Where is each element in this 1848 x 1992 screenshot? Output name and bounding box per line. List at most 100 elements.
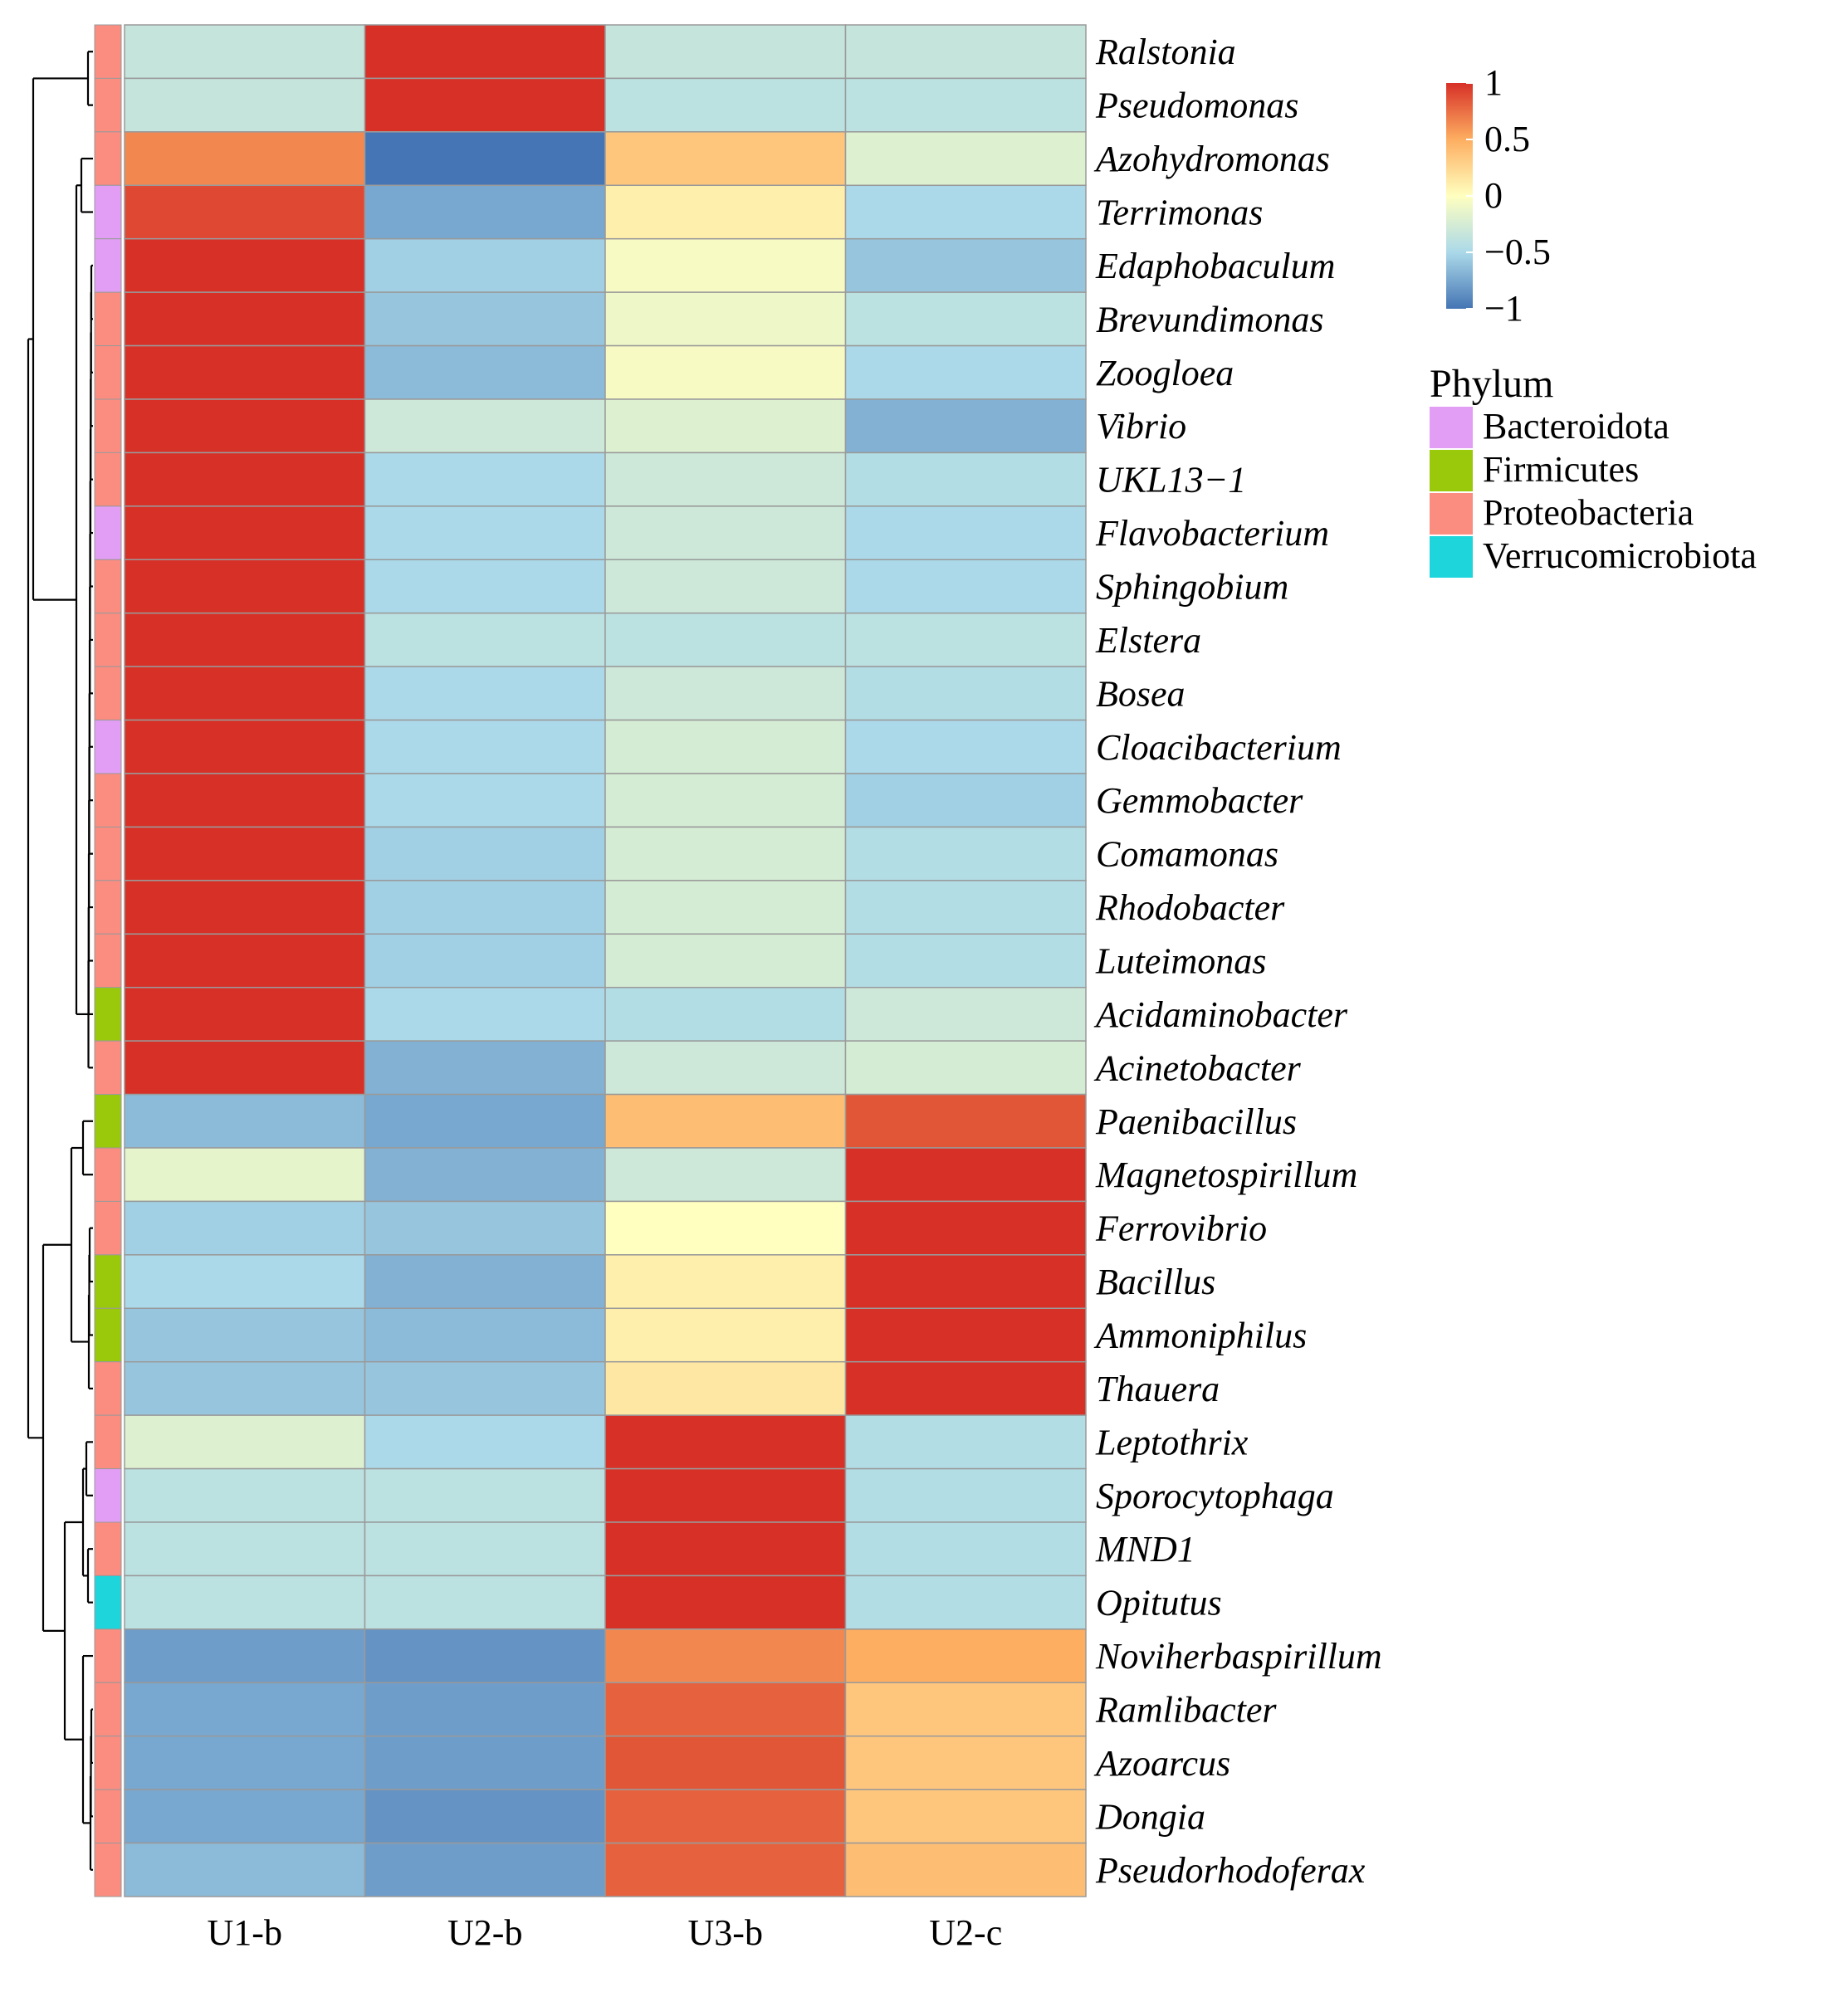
row-label: Cloacibacterium — [1096, 727, 1342, 768]
heatmap-cell — [124, 1093, 366, 1149]
heatmap-cell — [604, 1200, 847, 1256]
phylum-annotation-cell — [94, 1040, 122, 1096]
phylum-annotation-cell — [94, 1521, 122, 1576]
row-label: Gemmobacter — [1096, 780, 1303, 821]
heatmap-cell — [364, 1575, 606, 1630]
heatmap-cell — [364, 1414, 606, 1470]
heatmap-cell — [604, 131, 847, 187]
heatmap-cell — [844, 719, 1087, 774]
phylum-legend-label: Verrucomicrobiota — [1483, 535, 1757, 576]
heatmap-cell — [604, 184, 847, 240]
heatmap-cell — [364, 237, 606, 293]
heatmap-cell — [604, 77, 847, 133]
heatmap-cell — [364, 826, 606, 881]
phylum-annotation-cell — [94, 1361, 122, 1416]
heatmap-cell — [604, 1414, 847, 1470]
phylum-annotation-cell — [94, 1843, 122, 1897]
phylum-annotation-column — [94, 24, 122, 1897]
phylum-annotation-cell — [94, 398, 122, 453]
heatmap-cell — [844, 131, 1087, 187]
phylum-annotation-cell — [94, 1094, 122, 1149]
heatmap-cell — [364, 559, 606, 614]
heatmap-cell — [364, 24, 606, 80]
heatmap-cell — [364, 612, 606, 667]
heatmap-cell — [604, 986, 847, 1042]
heatmap-cell — [124, 1200, 366, 1256]
heatmap-cell — [124, 1789, 366, 1844]
heatmap-cell — [124, 1735, 366, 1790]
phylum-annotation-cell — [94, 1147, 122, 1202]
heatmap-cell — [844, 24, 1087, 80]
heatmap-cell — [364, 1040, 606, 1096]
phylum-legend: PhylumBacteroidotaFirmicutesProteobacter… — [1430, 362, 1757, 578]
row-label: Rhodobacter — [1095, 887, 1285, 928]
row-label: UKL13−1 — [1096, 460, 1246, 500]
heatmap-cell — [844, 1200, 1087, 1256]
row-label: Sporocytophaga — [1096, 1476, 1334, 1516]
heatmap-cell — [364, 880, 606, 935]
heatmap-cell — [604, 1842, 847, 1897]
heatmap-cell — [124, 344, 366, 400]
heatmap-cell — [124, 1521, 366, 1577]
column-labels: U1-b U2-b U3-b U2-c — [208, 1912, 1003, 1953]
row-label: Azohydromonas — [1093, 139, 1330, 179]
heatmap-cell — [844, 237, 1087, 293]
heatmap-cell — [364, 1789, 606, 1844]
heatmap-cell — [604, 1467, 847, 1523]
phylum-annotation-cell — [94, 773, 122, 828]
heatmap-cell — [844, 1307, 1087, 1363]
phylum-annotation-cell — [94, 1682, 122, 1737]
heatmap-cell — [604, 1789, 847, 1844]
heatmap-cells — [124, 24, 1087, 1897]
phylum-annotation-cell — [94, 77, 122, 133]
heatmap-cell — [604, 719, 847, 774]
heatmap-cell — [604, 612, 847, 667]
row-label: MND1 — [1095, 1529, 1195, 1570]
row-label: Leptothrix — [1095, 1422, 1249, 1462]
heatmap-cell — [844, 1147, 1087, 1203]
heatmap-cell — [364, 986, 606, 1042]
row-label: Brevundimonas — [1096, 299, 1324, 339]
heatmap-cell — [604, 1254, 847, 1310]
heatmap-cell — [604, 933, 847, 989]
heatmap-cell — [364, 131, 606, 187]
phylum-annotation-cell — [94, 826, 122, 881]
row-labels: Ralstonia Pseudomonas Azohydromonas Terrimo… — [1093, 32, 1382, 1891]
column-label: U2-b — [447, 1912, 522, 1953]
heatmap-cell — [124, 398, 366, 454]
heatmap-cell — [844, 291, 1087, 347]
heatmap-cell — [844, 1040, 1087, 1096]
phylum-annotation-cell — [94, 1736, 122, 1790]
heatmap-cell — [364, 719, 606, 774]
phylum-legend-swatch — [1430, 407, 1473, 448]
heatmap-cell — [364, 1147, 606, 1203]
heatmap-cell — [844, 612, 1087, 667]
color-scale-tick-label: −0.5 — [1484, 232, 1551, 272]
phylum-annotation-cell — [94, 559, 122, 614]
heatmap-cell — [844, 505, 1087, 561]
heatmap-cell — [364, 77, 606, 133]
phylum-legend-swatch — [1430, 450, 1473, 491]
heatmap-cell — [604, 559, 847, 614]
heatmap-cell — [364, 291, 606, 347]
phylum-annotation-cell — [94, 987, 122, 1042]
heatmap-cell — [364, 1307, 606, 1363]
phylum-annotation-cell — [94, 1307, 122, 1363]
heatmap-cell — [364, 1254, 606, 1310]
heatmap-cell — [124, 1628, 366, 1684]
phylum-annotation-cell — [94, 184, 122, 240]
row-label: Luteimonas — [1095, 941, 1266, 982]
heatmap-cell — [364, 1467, 606, 1523]
phylum-legend-swatch — [1430, 493, 1473, 535]
heatmap-cell — [604, 398, 847, 454]
row-label: Ramlibacter — [1095, 1690, 1277, 1731]
heatmap-cell — [844, 398, 1087, 454]
phylum-legend-swatch — [1430, 536, 1473, 578]
heatmap-cell — [844, 559, 1087, 614]
heatmap-cell — [844, 986, 1087, 1042]
heatmap-cell — [364, 1093, 606, 1149]
heatmap-cell — [844, 1521, 1087, 1577]
heatmap-cell — [124, 933, 366, 989]
heatmap-cell — [844, 1093, 1087, 1149]
row-label: Thauera — [1096, 1369, 1220, 1409]
